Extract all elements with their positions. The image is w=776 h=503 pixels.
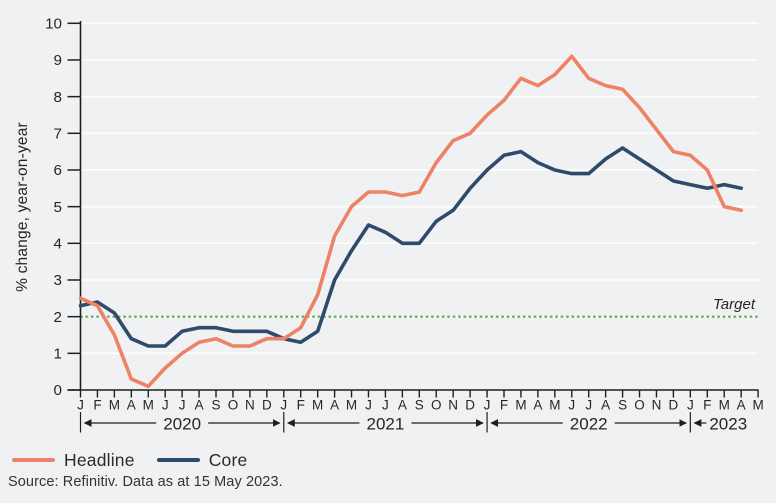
target-label: Target <box>713 296 756 313</box>
month-label: S <box>415 398 424 413</box>
month-label: N <box>448 398 458 413</box>
y-tick-label: 5 <box>54 199 62 216</box>
month-label: M <box>346 398 357 413</box>
month-label: J <box>365 398 372 413</box>
y-tick-label: 0 <box>54 382 62 399</box>
month-label: M <box>312 398 323 413</box>
month-label: J <box>687 398 694 413</box>
headline-line <box>78 54 744 389</box>
month-label: J <box>280 398 287 413</box>
source-note: Source: Refinitiv. Data as at 15 May 202… <box>8 474 283 490</box>
month-label: O <box>228 398 239 413</box>
month-label: F <box>93 398 101 413</box>
month-label: A <box>601 398 610 413</box>
month-label: M <box>719 398 730 413</box>
legend: Headline Core <box>12 447 247 473</box>
month-label: D <box>669 398 679 413</box>
y-tick-label: 4 <box>54 236 62 253</box>
year-label: 2022 <box>570 415 608 434</box>
year-label: 2020 <box>163 415 201 434</box>
headline-legend-swatch <box>12 458 55 462</box>
month-label: M <box>143 398 154 413</box>
month-label: M <box>515 398 526 413</box>
month-label: J <box>382 398 389 413</box>
y-tick-label: 10 <box>45 16 62 33</box>
month-label: N <box>245 398 255 413</box>
month-label: A <box>195 398 204 413</box>
month-label: F <box>297 398 305 413</box>
month-label: F <box>703 398 711 413</box>
month-label: A <box>127 398 136 413</box>
month-label: N <box>652 398 662 413</box>
y-axis-title: % change, year-on-year <box>14 122 31 292</box>
month-label: O <box>634 398 645 413</box>
month-label: D <box>465 398 475 413</box>
month-label: A <box>533 398 542 413</box>
month-label: O <box>431 398 442 413</box>
y-tick-label: 2 <box>54 309 62 326</box>
month-label: J <box>568 398 575 413</box>
month-label: J <box>484 398 491 413</box>
month-label: M <box>752 398 763 413</box>
core-legend-swatch <box>156 458 200 462</box>
month-label: J <box>77 398 84 413</box>
month-label: M <box>549 398 560 413</box>
y-tick-label: 1 <box>54 346 62 363</box>
month-label: A <box>398 398 407 413</box>
y-tick-label: 6 <box>54 162 62 179</box>
month-label: S <box>618 398 627 413</box>
month-label: M <box>109 398 120 413</box>
month-label: J <box>162 398 169 413</box>
month-label: J <box>585 398 592 413</box>
y-tick-label: 3 <box>54 272 62 289</box>
month-label: D <box>262 398 272 413</box>
year-label: 2021 <box>367 415 405 434</box>
y-tick-label: 9 <box>54 52 62 69</box>
core-legend-label: Core <box>208 449 248 470</box>
year-label: 2023 <box>709 415 747 434</box>
month-label: F <box>500 398 508 413</box>
month-label: S <box>212 398 221 413</box>
y-tick-label: 8 <box>54 89 62 106</box>
month-label: J <box>179 398 186 413</box>
core-line <box>78 146 744 348</box>
headline-legend-label: Headline <box>64 449 135 470</box>
y-tick-label: 7 <box>54 126 62 143</box>
month-label: A <box>330 398 339 413</box>
month-label: A <box>737 398 746 413</box>
